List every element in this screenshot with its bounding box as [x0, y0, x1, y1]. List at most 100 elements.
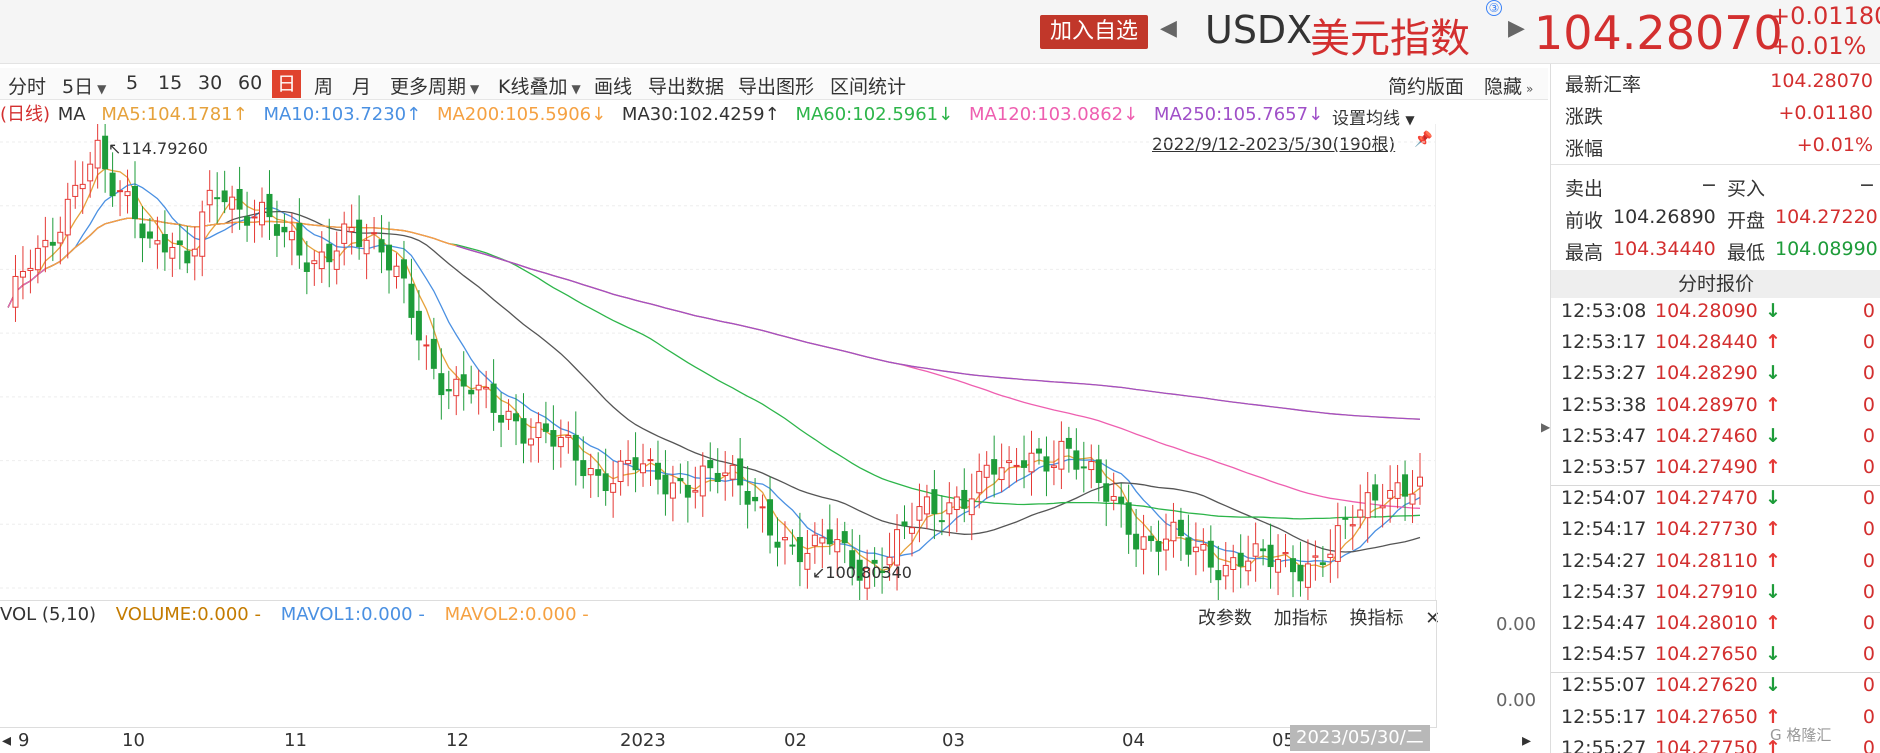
kline-overlay-label: K线叠加: [498, 76, 568, 98]
candle-down: [632, 457, 639, 471]
vol-tick-bottom: 0.00: [1496, 690, 1537, 711]
more-periods-label: 更多周期: [390, 76, 467, 98]
edit-params-button[interactable]: 改参数: [1198, 608, 1252, 629]
candle-up: [983, 464, 990, 478]
latest-rate-label: 最新汇率: [1565, 74, 1642, 96]
tab-monthly[interactable]: 月: [352, 76, 372, 98]
candle-down: [1095, 459, 1102, 483]
next-symbol-icon[interactable]: ▶: [1508, 16, 1525, 41]
x-label-may: 05: [1272, 730, 1295, 751]
low-value: 104.08990: [1775, 238, 1878, 260]
candle-up: [311, 260, 318, 265]
quote-header: 加入自选 ◀ USDX 美元指数 ③ ▶ 104.28070 +0.01180 …: [0, 0, 1880, 64]
simple-layout-button[interactable]: 简约版面: [1388, 76, 1465, 98]
scroll-left-icon[interactable]: ◂: [2, 730, 12, 751]
candle-down: [161, 234, 168, 253]
candle-down: [273, 224, 280, 236]
change-row: 涨跌 +0.01180: [1565, 102, 1880, 130]
info-badge[interactable]: ③: [1486, 0, 1502, 16]
tab-daily[interactable]: 日: [272, 70, 302, 98]
candle-down: [1125, 502, 1132, 535]
arrow-down-icon: ↓: [1765, 424, 1781, 447]
tick-volume: 0: [1862, 331, 1875, 354]
candle-up: [371, 232, 378, 235]
ma60-value: MA60:102.5961↓: [795, 104, 954, 125]
tick-time: 12:53:27: [1561, 362, 1647, 385]
close-icon[interactable]: ✕: [1425, 608, 1441, 629]
watermark-text: 格隆汇: [1786, 726, 1832, 744]
arrow-up-icon: ↑: [1765, 393, 1781, 416]
range-stats-button[interactable]: 区间统计: [830, 76, 907, 98]
draw-line-button[interactable]: 画线: [594, 76, 633, 98]
tab-15min[interactable]: 15: [158, 72, 183, 94]
candle-down: [296, 222, 303, 256]
tab-weekly[interactable]: 周: [314, 76, 334, 98]
tick-volume: 0: [1862, 612, 1875, 634]
prev-symbol-icon[interactable]: ◀: [1160, 16, 1177, 41]
collapse-panel-icon[interactable]: ▶: [1541, 420, 1551, 434]
candle-up: [610, 483, 617, 493]
candle-up: [976, 470, 983, 494]
tab-5day[interactable]: 5日 ▼: [62, 72, 106, 99]
tick-time: 12:54:07: [1561, 487, 1647, 510]
candle-up: [1327, 553, 1334, 559]
scroll-right-icon[interactable]: ▸: [1522, 730, 1532, 751]
candle-down: [938, 520, 945, 523]
bid-ask-row: 卖出 − 买入 −: [1565, 174, 1880, 202]
date-range-label[interactable]: 2022/9/12-2023/5/30(190根): [1152, 135, 1396, 155]
export-chart-button[interactable]: 导出图形: [738, 76, 815, 98]
prev-close-value: 104.26890: [1613, 206, 1716, 228]
candle-down: [849, 550, 856, 569]
tick-volume: 0: [1862, 674, 1875, 697]
add-favorite-button[interactable]: 加入自选: [1040, 15, 1149, 49]
tab-5min[interactable]: 5: [126, 72, 139, 94]
candle-down: [826, 529, 833, 545]
candle-down: [132, 185, 139, 220]
pct-value: +0.01%: [1796, 134, 1873, 156]
candle-up: [811, 534, 818, 547]
tab-60min[interactable]: 60: [238, 72, 263, 94]
candle-down: [236, 188, 243, 210]
ma30-line: [7, 210, 1421, 553]
candle-down: [1073, 450, 1080, 470]
arrow-down-icon: ↓: [1765, 362, 1781, 385]
tick-price: 104.28290: [1655, 362, 1758, 385]
buy-value: −: [1859, 174, 1875, 196]
candle-down: [542, 423, 549, 432]
more-periods-menu[interactable]: 更多周期 ▼: [390, 72, 479, 99]
tick-row: 12:55:17 104.27650 ↑ 0: [1561, 706, 1877, 737]
ma30-value: MA30:102.4259↑: [621, 104, 780, 125]
candle-up: [1245, 560, 1252, 572]
ma-settings-button[interactable]: 设置均线 ▼: [1332, 104, 1415, 129]
tick-time: 12:55:27: [1561, 736, 1647, 753]
tab-30min[interactable]: 30: [198, 72, 223, 94]
watermark-logo: G 格隆汇: [1770, 726, 1832, 744]
kline-chart[interactable]: 114.79260112.79414110.79569108.79723106.…: [0, 124, 1436, 600]
kline-overlay-menu[interactable]: K线叠加 ▼: [498, 72, 581, 99]
candle-up: [341, 223, 348, 244]
candle-up: [729, 464, 736, 480]
candle-up: [953, 496, 960, 511]
arrow-up-icon: ↑: [1765, 736, 1781, 753]
candle-up: [819, 537, 826, 544]
ma60-line: [7, 217, 1421, 520]
volume-legend: VOL (5,10) VOLUME:0.000 - MAVOL1:0.000 -…: [0, 604, 603, 625]
tick-price: 104.28440: [1655, 331, 1758, 354]
candle-down: [737, 458, 744, 486]
candle-down: [1103, 483, 1110, 502]
pin-icon[interactable]: 📌: [1414, 130, 1433, 148]
tab-5day-label: 5日: [62, 76, 94, 98]
export-data-button[interactable]: 导出数据: [648, 76, 725, 98]
switch-indicator-button[interactable]: 换指标: [1349, 608, 1404, 629]
x-label-dec: 12: [446, 730, 469, 751]
arrow-up-icon: ↑: [1765, 705, 1781, 728]
change-label: 涨跌: [1565, 106, 1604, 128]
tab-intraday[interactable]: 分时: [8, 76, 47, 98]
add-indicator-button[interactable]: 加指标: [1273, 608, 1328, 629]
tick-list-title: 分时报价: [1551, 270, 1880, 298]
candle-down: [1065, 437, 1072, 449]
chart-annotations: ↖114.79260 ↙100.80340: [108, 139, 912, 582]
hide-button[interactable]: 隐藏»: [1484, 72, 1533, 99]
candle-down: [221, 190, 228, 203]
candle-up: [1379, 505, 1386, 509]
